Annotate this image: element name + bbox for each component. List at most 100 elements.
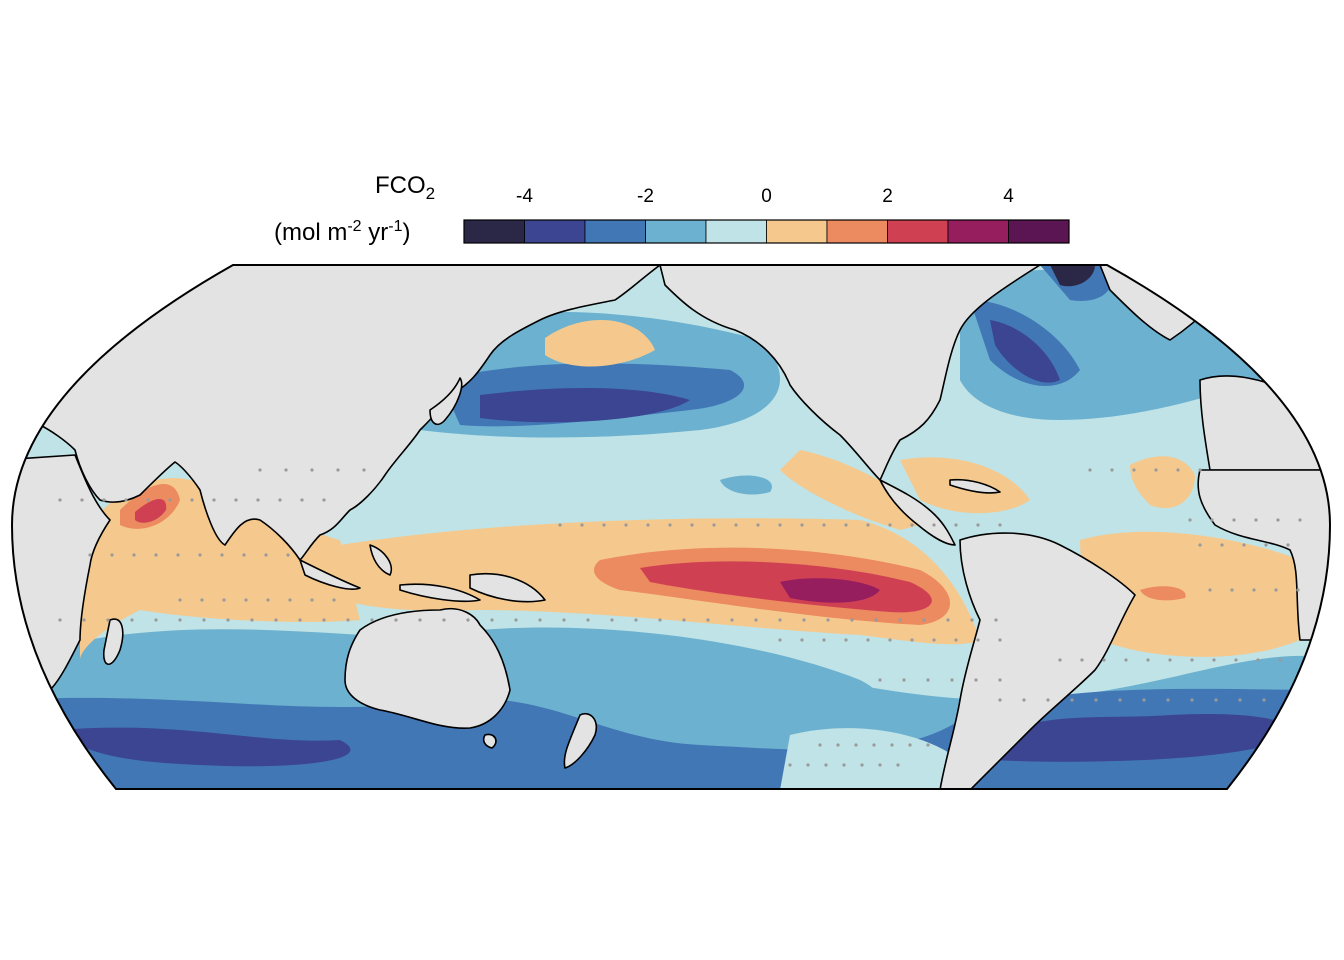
significance-stipple <box>58 468 1302 767</box>
land-tasmania <box>482 733 497 749</box>
stipple-dot <box>82 618 86 622</box>
colorbar-frame <box>463 219 1070 244</box>
stipple-dot <box>800 523 804 527</box>
stipple-dot <box>514 618 518 622</box>
stipple-dot <box>658 618 662 622</box>
stipple-dot <box>1254 518 1258 522</box>
stipple-dot <box>322 498 326 502</box>
stipple-dot <box>878 763 882 767</box>
stipple-dot <box>866 638 870 642</box>
stipple-dot <box>610 618 614 622</box>
legend-unit-prefix: (mol m <box>274 219 348 246</box>
stipple-dot <box>706 618 710 622</box>
stipple-dot <box>1102 658 1106 662</box>
land-new-guinea <box>469 572 546 603</box>
colorbar <box>463 219 1070 244</box>
legend-unit-exponent-1: -2 <box>347 218 362 235</box>
stipple-dot <box>286 553 290 557</box>
stipple-dot <box>1234 658 1238 662</box>
colorbar-bin <box>1008 219 1070 244</box>
stipple-dot <box>562 618 566 622</box>
stipple-dot <box>646 523 650 527</box>
stipple-dot <box>200 598 204 602</box>
stipple-dot <box>298 618 302 622</box>
colorbar-tick-label: -2 <box>637 186 654 207</box>
stipple-dot <box>278 498 282 502</box>
stipple-dot <box>926 678 930 682</box>
land-madagascar <box>102 618 124 666</box>
legend-variable: FCO <box>375 172 426 199</box>
legend-unit-mid: yr <box>361 219 389 246</box>
stipple-dot <box>788 763 792 767</box>
colorbar-bin <box>463 219 525 244</box>
stipple-dot <box>538 618 542 622</box>
stipple-dot <box>1168 658 1172 662</box>
stipple-dot <box>154 553 158 557</box>
flux-region <box>990 714 1300 762</box>
stipple-dot <box>1132 468 1136 472</box>
colorbar-bin <box>947 219 1009 244</box>
colorbar-bin <box>524 219 586 244</box>
stipple-dot <box>976 523 980 527</box>
stipple-dot <box>222 598 226 602</box>
stipple-dot <box>1088 468 1092 472</box>
stipple-dot <box>950 678 954 682</box>
stipple-dot <box>998 678 1002 682</box>
stipple-dot <box>442 618 446 622</box>
stipple-dot <box>898 618 902 622</box>
flux-region <box>135 498 167 523</box>
stipple-dot <box>258 468 262 472</box>
flux-region <box>780 450 940 530</box>
stipple-dot <box>1198 543 1202 547</box>
legend-unit-title: (mol m-2 yr-1) <box>274 218 410 247</box>
stipple-dot <box>850 618 854 622</box>
stipple-dot <box>922 618 926 622</box>
stipple-dot <box>826 618 830 622</box>
stipple-dot <box>220 553 224 557</box>
stipple-dot <box>234 498 238 502</box>
stipple-dot <box>176 553 180 557</box>
stipple-dot <box>370 618 374 622</box>
land-new-zealand <box>563 713 598 769</box>
flux-region <box>60 727 351 767</box>
stipple-dot <box>1242 543 1246 547</box>
flux-region <box>780 728 960 789</box>
stipple-dot <box>178 598 182 602</box>
flux-region <box>545 319 655 367</box>
stipple-dot <box>288 598 292 602</box>
stipple-dot <box>932 523 936 527</box>
stipple-dot <box>244 598 248 602</box>
stipple-dot <box>1198 468 1202 472</box>
flux-region <box>480 388 690 423</box>
legend-unit-suffix: ) <box>402 219 411 246</box>
stipple-dot <box>58 498 62 502</box>
stipple-dot <box>954 638 958 642</box>
stipple-dot <box>910 523 914 527</box>
stipple-dot <box>1286 543 1290 547</box>
stipple-dot <box>970 618 974 622</box>
colorbar-bin <box>887 219 949 244</box>
stipple-dot <box>1274 588 1278 592</box>
stipple-dot <box>976 638 980 642</box>
stipple-dot <box>1058 658 1062 662</box>
stipple-dot <box>300 498 304 502</box>
stipple-dot <box>580 523 584 527</box>
stipple-dot <box>1094 698 1098 702</box>
stipple-dot <box>322 618 326 622</box>
colorbar-bin <box>826 219 888 244</box>
stipple-dot <box>1278 658 1282 662</box>
stipple-dot <box>1142 698 1146 702</box>
stipple-dot <box>266 598 270 602</box>
stipple-dot <box>586 618 590 622</box>
colorbar-bin <box>766 219 828 244</box>
stipple-dot <box>932 638 936 642</box>
stipple-dot <box>994 618 998 622</box>
land-south-america <box>939 532 1136 789</box>
stipple-dot <box>800 638 804 642</box>
stipple-dot <box>466 618 470 622</box>
stipple-dot <box>872 743 876 747</box>
stipple-dot <box>908 743 912 747</box>
stipple-dot <box>1296 588 1300 592</box>
stipple-dot <box>844 638 848 642</box>
